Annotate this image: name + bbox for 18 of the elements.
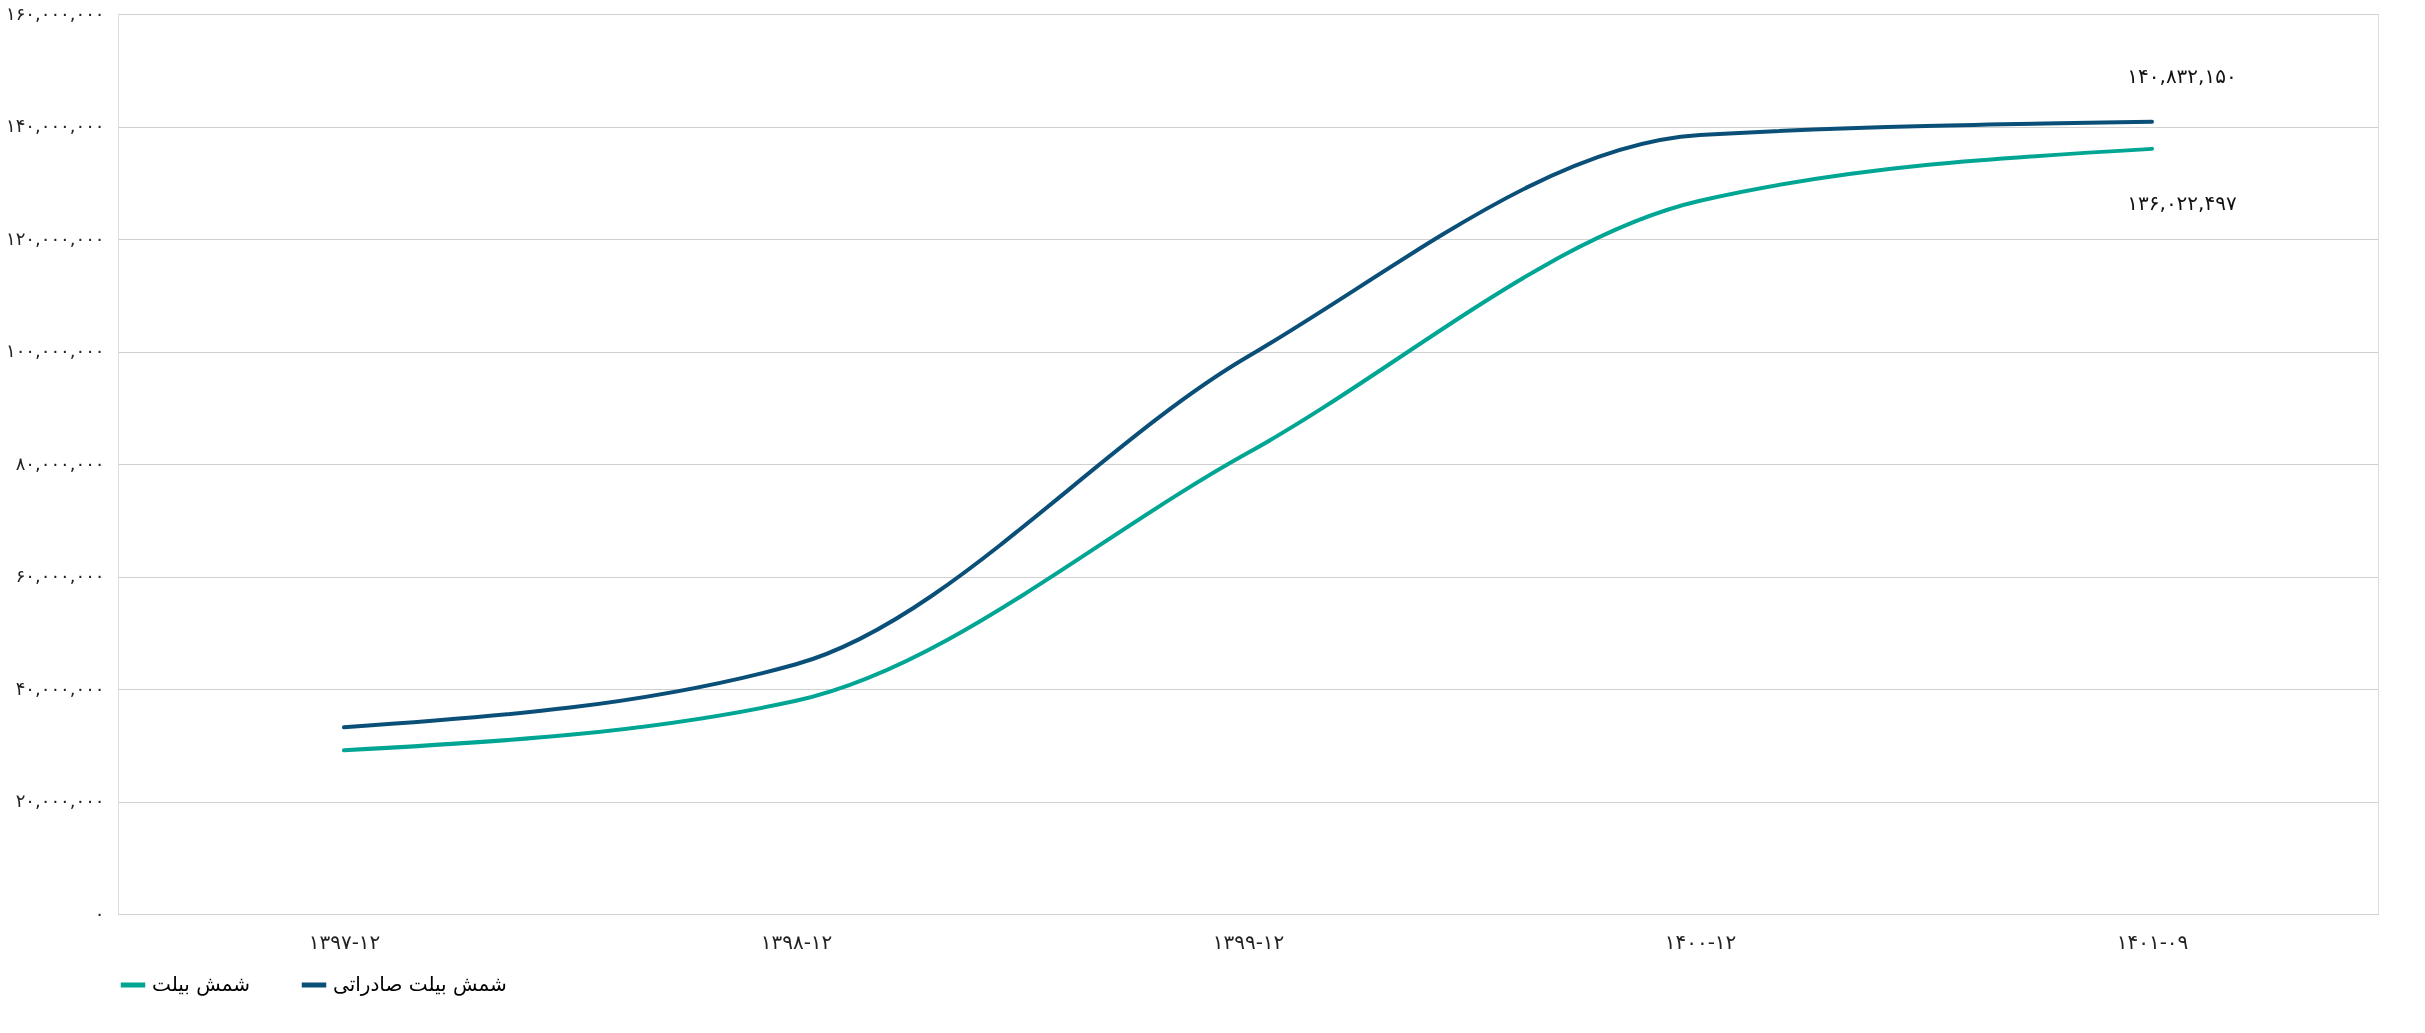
legend-label: شمش بیلت صادراتی	[333, 972, 507, 996]
data-label: ۱۴۰,۸۳۲,۱۵۰	[2127, 63, 2237, 88]
x-tick-label: ۱۳۹۹-۱۲	[1212, 929, 1285, 954]
y-tick-label: ۱۶۰,۰۰۰,۰۰۰	[6, 2, 105, 24]
y-tick-label: ۲۰,۰۰۰,۰۰۰	[15, 790, 105, 811]
x-tick-label: ۱۴۰۱-۰۹	[2116, 929, 2189, 954]
data-label: ۱۳۶,۰۲۲,۴۹۷	[2127, 190, 2237, 215]
y-tick-label: ۴۰,۰۰۰,۰۰۰	[15, 677, 105, 699]
x-tick-label: ۱۴۰۰-۱۲	[1664, 929, 1737, 954]
legend-label: شمش بیلت	[152, 972, 251, 996]
y-tick-label: ۱۴۰,۰۰۰,۰۰۰	[6, 115, 105, 136]
x-tick-label: ۱۳۹۷-۱۲	[308, 929, 381, 954]
y-tick-label: ۱۲۰,۰۰۰,۰۰۰	[6, 227, 105, 249]
y-tick-label: ۱۰۰,۰۰۰,۰۰۰	[6, 340, 105, 361]
x-tick-label: ۱۳۹۸-۱۲	[760, 929, 833, 954]
y-tick-label: ۶۰,۰۰۰,۰۰۰	[15, 565, 105, 586]
y-tick-label: ۰	[94, 902, 105, 924]
y-tick-label: ۸۰,۰۰۰,۰۰۰	[15, 452, 105, 474]
